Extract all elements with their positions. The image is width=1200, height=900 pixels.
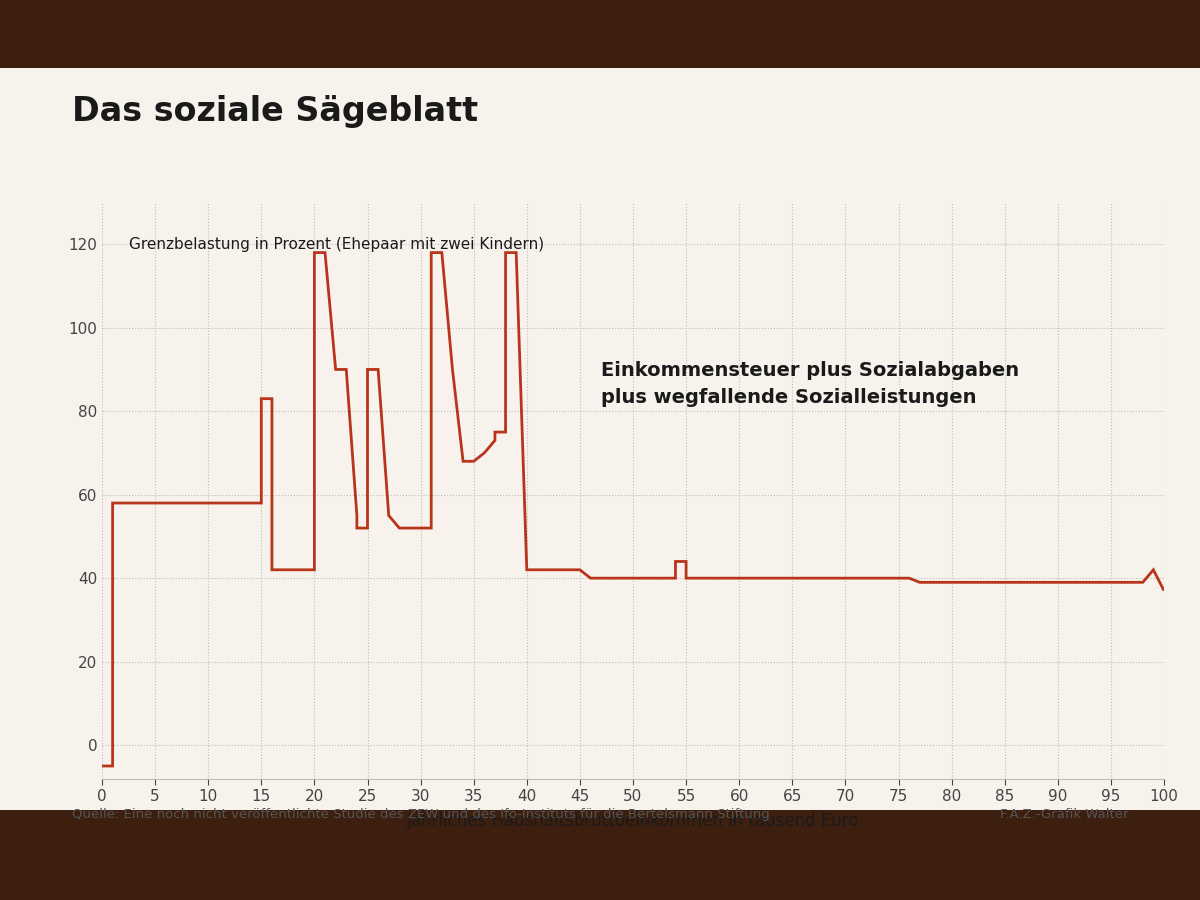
X-axis label: Jährliches Haushaltsbruttoeinkommen in tausend Euro: Jährliches Haushaltsbruttoeinkommen in t… bbox=[407, 812, 859, 830]
Text: Grenzbelastung in Prozent (Ehepaar mit zwei Kindern): Grenzbelastung in Prozent (Ehepaar mit z… bbox=[128, 237, 544, 252]
Text: Quelle: Eine noch nicht veröffentlichte Studie des ZEW und des Ifo-Instituts für: Quelle: Eine noch nicht veröffentlichte … bbox=[72, 808, 769, 821]
Text: F.A.Z.-Grafik Walter: F.A.Z.-Grafik Walter bbox=[1000, 808, 1128, 821]
Text: Einkommensteuer plus Sozialabgaben
plus wegfallende Sozialleistungen: Einkommensteuer plus Sozialabgaben plus … bbox=[601, 361, 1019, 407]
Text: Das soziale Sägeblatt: Das soziale Sägeblatt bbox=[72, 94, 478, 128]
